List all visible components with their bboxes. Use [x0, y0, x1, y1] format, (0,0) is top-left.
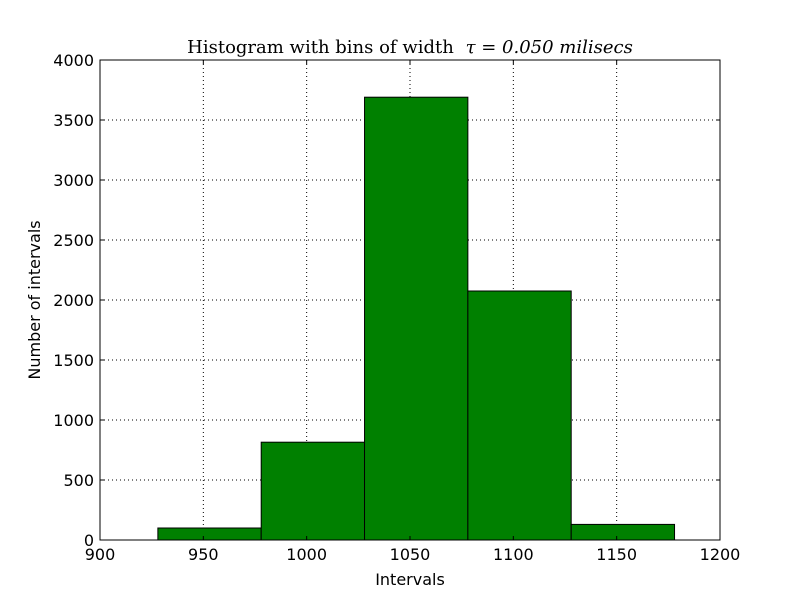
x-axis-label: Intervals: [375, 570, 445, 589]
x-tick-label: 1150: [596, 545, 637, 564]
histogram-bar: [260, 441, 366, 541]
chart-title-text: Histogram with bins of width: [187, 37, 454, 58]
x-tick-label: 1050: [390, 545, 431, 564]
x-tick-label: 1200: [700, 545, 741, 564]
histogram-bar: [364, 96, 469, 541]
histogram-bars: [157, 96, 676, 541]
axis-ticks: [99, 59, 721, 541]
y-tick-label: 1500: [53, 351, 94, 370]
y-tick-label: 2500: [53, 231, 94, 250]
y-tick-labels: 0 500 1000 1500 2000 2500 3000 3500 4000: [53, 51, 94, 550]
y-axis-label: Number of intervals: [25, 220, 44, 379]
y-tick-label: 0: [84, 531, 94, 550]
histogram-bar: [467, 290, 572, 541]
y-tick-label: 3000: [53, 171, 94, 190]
y-tick-label: 4000: [53, 51, 94, 70]
y-tick-label: 1000: [53, 411, 94, 430]
y-tick-label: 2000: [53, 291, 94, 310]
histogram-bar: [157, 527, 262, 541]
chart-title: Histogram with bins of width τ = 0.050 m…: [187, 37, 633, 58]
x-tick-label: 1000: [286, 545, 327, 564]
x-tick-label: 1100: [493, 545, 534, 564]
chart-title-math: τ = 0.050 milisecs: [466, 37, 633, 58]
histogram-bar: [570, 523, 676, 541]
x-tick-label: 900: [85, 545, 116, 564]
y-tick-label: 500: [63, 471, 94, 490]
y-tick-label: 3500: [53, 111, 94, 130]
x-tick-label: 950: [188, 545, 219, 564]
x-tick-labels: 900 950 1000 1050 1100 1150 1200: [85, 545, 741, 564]
